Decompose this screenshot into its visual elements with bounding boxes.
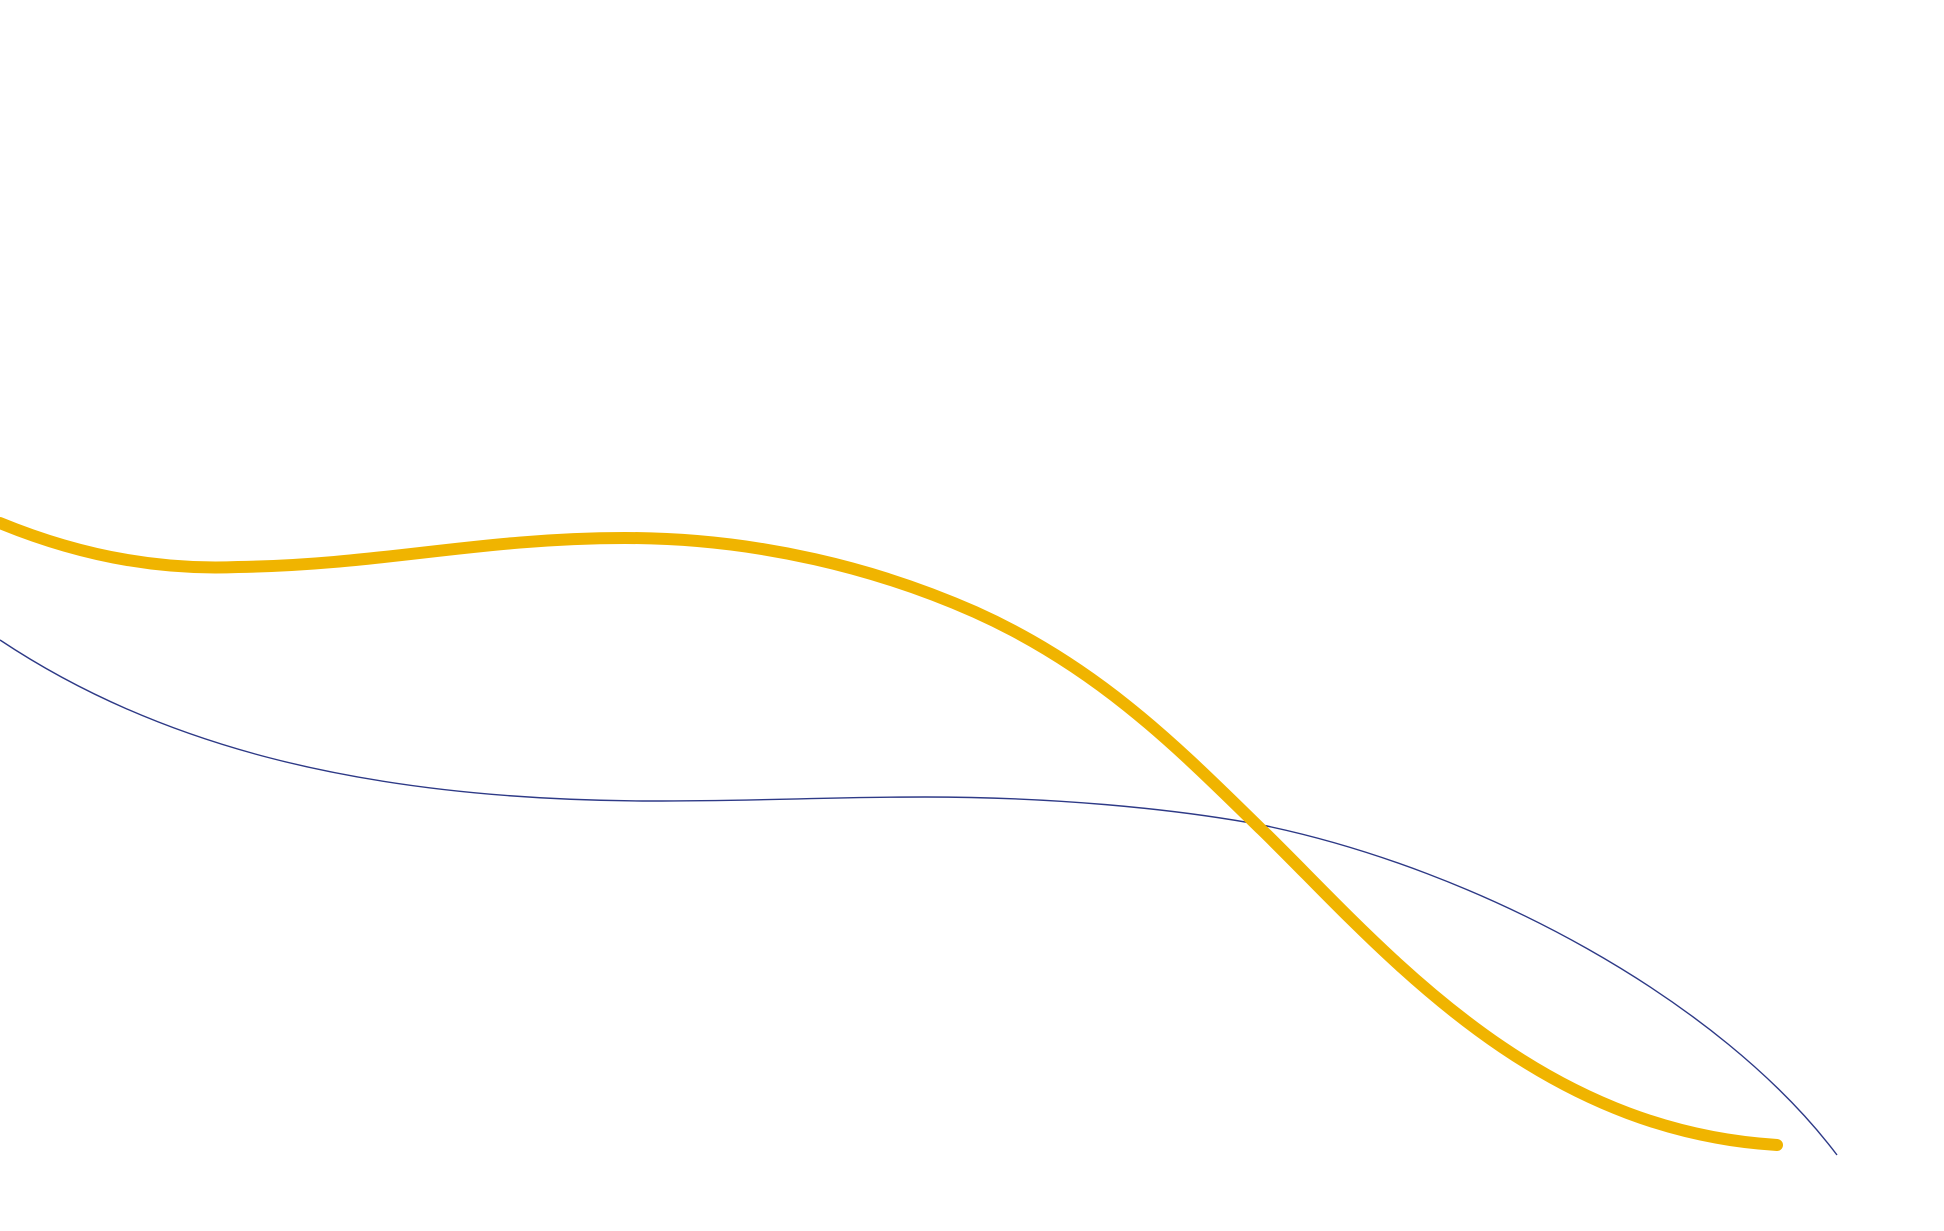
yellow-curve [0,517,1783,1151]
blue-curve [0,639,1838,1156]
